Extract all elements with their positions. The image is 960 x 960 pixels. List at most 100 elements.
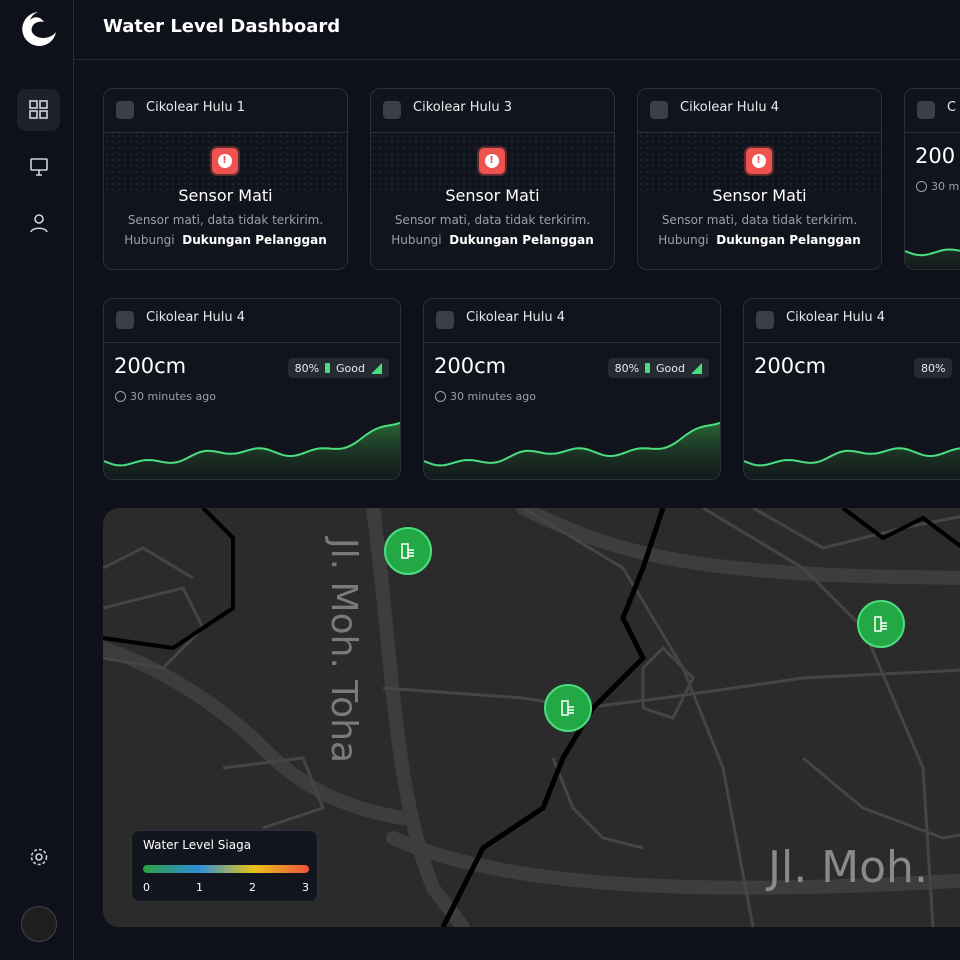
status-badge: 80%	[914, 358, 953, 378]
updated: 30 minutes ago	[435, 390, 536, 403]
sensor-icon	[917, 101, 935, 119]
clock-icon	[916, 181, 927, 192]
status-text: Sensor Mati	[445, 186, 540, 205]
nav-settings[interactable]	[28, 846, 50, 868]
nav-monitor[interactable]	[28, 156, 50, 178]
sensor-icon	[436, 311, 454, 329]
signal-icon	[371, 362, 382, 374]
water-level: 200	[915, 144, 956, 168]
legend-title: Water Level Siaga	[143, 838, 252, 852]
legend-gradient	[143, 865, 309, 873]
card-header: Cikolear Hulu 4	[638, 89, 881, 133]
signal-icon	[691, 362, 702, 374]
battery-icon	[645, 363, 651, 373]
sparkline	[905, 248, 960, 269]
water-level: 200cm	[754, 354, 827, 378]
sparkline-line	[424, 421, 720, 467]
clock-icon	[435, 391, 446, 402]
status-message: Sensor mati, data tidak terkirim.	[394, 213, 591, 227]
sensor-name: Cikolear Hulu 4	[146, 310, 246, 325]
street-label: Jl. Moh.	[768, 842, 928, 893]
contact-line: Hubungi Dukungan Pelanggan	[371, 233, 614, 247]
contact-link[interactable]: Dukungan Pelanggan	[716, 233, 861, 247]
updated: 30 minutes ago	[115, 390, 216, 403]
sensor-card[interactable]: Cikolear Hulu 4 200cm 30 minutes ago 80% Goo…	[103, 298, 401, 480]
alert-icon: !	[476, 146, 507, 176]
sensor-name: Cikolear Hulu 4	[466, 310, 566, 325]
contact-line: Hubungi Dukungan Pelanggan	[638, 233, 881, 247]
logo	[22, 12, 56, 46]
sparkline-line	[104, 421, 400, 467]
map-marker[interactable]	[544, 684, 592, 732]
updated: 30 m	[916, 180, 959, 193]
signal: Good	[656, 361, 685, 375]
avatar[interactable]	[21, 906, 57, 942]
nav-dashboard[interactable]	[17, 89, 60, 131]
status-message: Sensor mati, data tidak terkirim.	[127, 213, 324, 227]
sensor-icon	[756, 311, 774, 329]
map: Jl. Moh. Toha Jl. Moh. Water Level Siaga…	[103, 508, 960, 927]
legend-tick: 2	[249, 881, 256, 894]
card-header: Cikolear Hulu 3	[371, 89, 614, 133]
sparkline	[104, 421, 400, 479]
sensor-card[interactable]: C 200 30 m	[904, 88, 960, 270]
alert-icon: !	[209, 146, 240, 176]
status-badge: 80% Good	[607, 358, 709, 378]
updated-text: 30 minutes ago	[130, 390, 216, 403]
contact-prefix: Hubungi	[124, 233, 175, 247]
card-header: Cikolear Hulu 1	[104, 89, 347, 133]
sensor-icon	[116, 101, 134, 119]
contact-line: Hubungi Dukungan Pelanggan	[104, 233, 347, 247]
main: Jl. Moh. Toha Jl. Moh. Water Level Siaga…	[74, 60, 960, 960]
sensor-icon	[383, 101, 401, 119]
contact-prefix: Hubungi	[391, 233, 442, 247]
updated-text: 30 minutes ago	[450, 390, 536, 403]
legend-tick: 3	[302, 881, 309, 894]
status-badge: 80% Good	[287, 358, 389, 378]
header: Water Level Dashboard	[74, 0, 960, 60]
sensor-name: Cikolear Hulu 1	[146, 100, 246, 115]
sparkline-line	[744, 447, 960, 467]
card-header: Cikolear Hulu 4	[744, 299, 960, 343]
sensor-card[interactable]: Cikolear Hulu 4! Sensor Mati Sensor mati, …	[637, 88, 882, 270]
sparkline-area	[424, 422, 720, 479]
map-marker[interactable]	[384, 527, 432, 575]
status-text: Sensor Mati	[712, 186, 807, 205]
page-title: Water Level Dashboard	[103, 16, 341, 37]
street-label: Jl. Moh. Toha	[323, 538, 364, 764]
card-header: Cikolear Hulu 4	[104, 299, 400, 343]
contact-prefix: Hubungi	[658, 233, 709, 247]
sensor-icon	[650, 101, 668, 119]
water-level: 200cm	[114, 354, 187, 378]
battery: 80%	[614, 361, 640, 375]
sensor-card[interactable]: Cikolear Hulu 1! Sensor Mati Sensor mati, …	[103, 88, 348, 270]
sensor-card[interactable]: Cikolear Hulu 4 200cm 30 minutes ago 80% Goo…	[423, 298, 721, 480]
sparkline	[744, 447, 960, 479]
battery-icon	[325, 363, 331, 373]
clock-icon	[115, 391, 126, 402]
sparkline-area	[905, 249, 960, 269]
card-header: C	[905, 89, 960, 133]
signal: Good	[336, 361, 365, 375]
contact-link[interactable]: Dukungan Pelanggan	[449, 233, 594, 247]
card-header: Cikolear Hulu 4	[424, 299, 720, 343]
battery: 80%	[294, 361, 320, 375]
sparkline	[424, 421, 720, 479]
sensor-card[interactable]: Cikolear Hulu 4 200cm 80%	[743, 298, 960, 480]
status-message: Sensor mati, data tidak terkirim.	[661, 213, 858, 227]
sparkline-area	[104, 422, 400, 479]
water-level: 200cm	[434, 354, 507, 378]
nav-user[interactable]	[28, 212, 50, 234]
legend-tick: 1	[196, 881, 203, 894]
legend: Water Level Siaga 0 1 2 3	[131, 830, 318, 902]
sidebar	[0, 0, 74, 960]
sensor-card[interactable]: Cikolear Hulu 3! Sensor Mati Sensor mati, …	[370, 88, 615, 270]
sparkline-line	[905, 248, 960, 257]
alert-icon: !	[743, 146, 774, 176]
status-text: Sensor Mati	[178, 186, 273, 205]
sensor-name: Cikolear Hulu 3	[413, 100, 513, 115]
contact-link[interactable]: Dukungan Pelanggan	[182, 233, 327, 247]
map-marker[interactable]	[857, 600, 905, 648]
sensor-name: C	[947, 100, 957, 115]
